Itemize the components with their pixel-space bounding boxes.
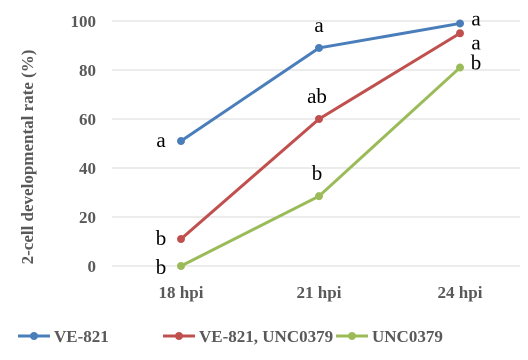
data-point bbox=[456, 64, 464, 72]
legend-marker bbox=[348, 332, 356, 340]
data-point bbox=[315, 115, 323, 123]
significance-label: a bbox=[156, 128, 166, 152]
y-axis-ticks: 0 20 40 60 80 100 bbox=[71, 12, 97, 276]
data-point bbox=[315, 44, 323, 52]
significance-label: b bbox=[312, 161, 323, 185]
y-tick-label: 80 bbox=[79, 61, 96, 80]
legend-item: UNC0379 bbox=[336, 327, 443, 346]
y-tick-label: 0 bbox=[88, 257, 97, 276]
significance-label: a bbox=[471, 6, 481, 30]
y-axis-label: 2-cell developmental rate (%) bbox=[18, 50, 37, 265]
series-line bbox=[181, 33, 460, 239]
legend-label: UNC0379 bbox=[372, 327, 443, 346]
y-tick-label: 100 bbox=[71, 12, 97, 31]
y-tick-label: 20 bbox=[79, 208, 96, 227]
significance-label: ab bbox=[307, 84, 327, 108]
x-tick-label: 24 hpi bbox=[438, 283, 483, 302]
gridlines bbox=[112, 21, 520, 266]
legend: VE-821 VE-821, UNC0379 UNC0379 bbox=[18, 327, 443, 346]
x-axis-ticks: 18 hpi 21 hpi 24 hpi bbox=[159, 283, 483, 302]
data-point bbox=[177, 262, 185, 270]
data-point bbox=[177, 137, 185, 145]
data-point bbox=[456, 29, 464, 37]
x-tick-label: 18 hpi bbox=[159, 283, 204, 302]
legend-marker bbox=[30, 332, 38, 340]
legend-item: VE-821 bbox=[18, 327, 109, 346]
x-tick-label: 21 hpi bbox=[297, 283, 342, 302]
legend-label: VE-821, UNC0379 bbox=[199, 327, 333, 346]
data-point bbox=[315, 192, 323, 200]
legend-marker bbox=[175, 332, 183, 340]
legend-label: VE-821 bbox=[54, 327, 109, 346]
data-point bbox=[177, 235, 185, 243]
y-tick-label: 60 bbox=[79, 110, 96, 129]
significance-label: b bbox=[156, 255, 167, 279]
series-1: a a a bbox=[156, 6, 481, 152]
significance-label: a bbox=[314, 13, 324, 37]
y-tick-label: 40 bbox=[79, 159, 96, 178]
significance-label: b bbox=[471, 51, 482, 75]
data-point bbox=[456, 19, 464, 27]
series-line bbox=[181, 23, 460, 141]
legend-item: VE-821, UNC0379 bbox=[163, 327, 333, 346]
significance-label: b bbox=[156, 226, 167, 250]
